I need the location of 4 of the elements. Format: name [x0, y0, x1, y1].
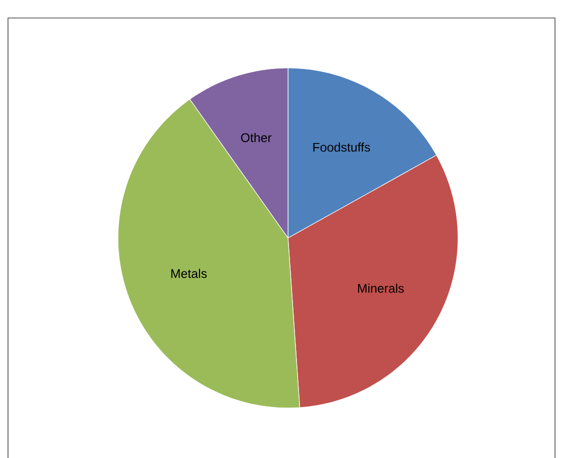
slice-label: Other — [241, 132, 272, 142]
slice-label: Metals — [171, 268, 207, 278]
slice-label: Foodstuffs — [313, 142, 370, 152]
slice-label: Minerals — [358, 284, 404, 293]
